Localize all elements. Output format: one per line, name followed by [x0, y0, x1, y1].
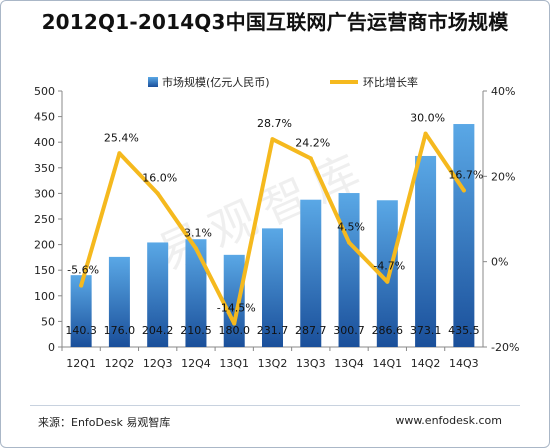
growth-point	[232, 321, 237, 326]
bar	[108, 256, 130, 347]
legend-swatch-bar	[148, 77, 158, 87]
footer-url: www.enfodesk.com	[395, 414, 502, 427]
growth-value-label: 4.5%	[337, 220, 365, 233]
growth-point	[117, 151, 122, 156]
bar	[415, 155, 437, 347]
bar	[300, 199, 322, 347]
growth-value-label: 30.0%	[410, 112, 445, 125]
growth-point	[347, 240, 352, 245]
bar-value-label: 204.2	[142, 324, 174, 337]
growth-point	[385, 279, 390, 284]
bar-value-label: 140.3	[65, 324, 97, 337]
footer-source: 来源：EnfoDesk 易观智库	[38, 416, 171, 429]
growth-value-label: 25.4%	[104, 131, 139, 144]
growth-value-label: 24.2%	[295, 136, 330, 149]
x-tick-label: 12Q4	[181, 357, 211, 370]
x-tick-label: 14Q1	[372, 357, 402, 370]
y-left-tick-label: 0	[48, 341, 55, 354]
bar-value-label: 373.1	[410, 324, 442, 337]
bar-value-label: 176.0	[104, 324, 136, 337]
bar	[223, 254, 245, 347]
growth-value-label: 28.7%	[257, 117, 292, 130]
bar	[376, 200, 398, 347]
growth-point	[155, 191, 160, 196]
legend-label-bar: 市场规模(亿元人民币)	[162, 75, 270, 89]
y-left-tick-label: 450	[34, 111, 55, 124]
growth-value-label: 3.1%	[184, 226, 212, 239]
bar-value-label: 287.7	[295, 324, 327, 337]
growth-point	[79, 283, 84, 288]
y-left-tick-label: 50	[41, 315, 55, 328]
growth-value-label: -14.5%	[217, 302, 256, 315]
growth-point	[308, 156, 313, 161]
footer-divider	[30, 405, 520, 406]
x-tick-label: 14Q3	[449, 357, 479, 370]
x-tick-label: 13Q4	[334, 357, 364, 370]
bar-value-label: 210.5	[180, 324, 212, 337]
y-left-tick-label: 400	[34, 136, 55, 149]
growth-value-label: 16.7%	[448, 168, 483, 181]
bar	[70, 275, 92, 347]
x-tick-label: 13Q2	[258, 357, 288, 370]
y-right-tick-label: 20%	[491, 170, 515, 183]
y-left-tick-label: 200	[34, 239, 55, 252]
x-tick-label: 14Q2	[411, 357, 441, 370]
bar-value-label: 180.0	[218, 324, 250, 337]
y-right-tick-label: 40%	[491, 85, 515, 98]
growth-point	[461, 188, 466, 193]
bar-value-label: 300.7	[333, 324, 365, 337]
y-right-tick-label: -20%	[491, 341, 519, 354]
y-left-tick-label: 300	[34, 187, 55, 200]
legend-label-line: 环比增长率	[363, 75, 418, 89]
bar-value-label: 286.6	[372, 324, 404, 337]
x-tick-label: 13Q3	[296, 357, 326, 370]
growth-point	[270, 137, 275, 142]
y-left-tick-label: 100	[34, 290, 55, 303]
growth-value-label: -5.6%	[67, 264, 99, 277]
y-left-tick-label: 500	[34, 85, 55, 98]
growth-point	[193, 246, 198, 251]
growth-value-label: 16.0%	[142, 171, 177, 184]
bar	[262, 228, 283, 347]
chart-title: 2012Q1-2014Q3中国互联网广告运营商市场规模	[41, 10, 509, 34]
bar-value-label: 231.7	[257, 324, 289, 337]
x-tick-label: 13Q1	[219, 357, 249, 370]
y-right-tick-label: 0%	[491, 256, 508, 269]
x-tick-label: 12Q2	[105, 357, 135, 370]
bar	[453, 124, 475, 347]
bar	[147, 242, 169, 347]
y-left-tick-label: 150	[34, 264, 55, 277]
bar	[185, 239, 207, 347]
growth-value-label: -4.7%	[373, 260, 405, 273]
x-tick-label: 12Q1	[66, 357, 96, 370]
growth-point	[423, 131, 428, 136]
bar-value-label: 435.5	[448, 324, 480, 337]
y-left-tick-label: 250	[34, 213, 55, 226]
y-left-tick-label: 350	[34, 162, 55, 175]
x-tick-label: 12Q3	[143, 357, 173, 370]
